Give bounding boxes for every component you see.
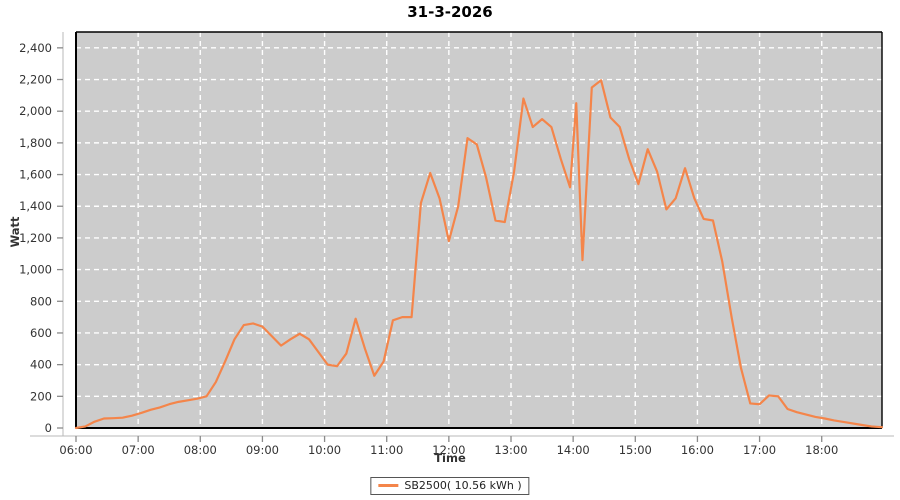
- x-axis-tick-label: 15:00: [619, 443, 652, 457]
- data-series-line: [74, 79, 884, 430]
- y-axis-tick-label: 0: [45, 421, 52, 435]
- chart-legend: SB2500( 10.56 kWh ): [370, 477, 530, 495]
- y-axis-tick-label: 1,400: [19, 199, 52, 213]
- x-axis-tick-label: 17:00: [743, 443, 776, 457]
- y-axis-tick-label: 2,000: [19, 104, 52, 118]
- y-axis-tick-label: 400: [30, 358, 52, 372]
- y-axis-tick-label: 1,600: [19, 168, 52, 182]
- x-axis-tick-label: 18:00: [805, 443, 838, 457]
- x-axis-tick-label: 06:00: [59, 443, 92, 457]
- x-axis-tick-label: 08:00: [184, 443, 217, 457]
- chart-title: 31-3-2026: [407, 3, 493, 21]
- x-axis-tick-label: 09:00: [246, 443, 279, 457]
- y-axis-tick-label: 1,200: [19, 231, 52, 245]
- legend-color-swatch: [378, 484, 399, 487]
- y-axis-tick-label: 1,000: [19, 263, 52, 277]
- y-axis-tick-label: 600: [30, 326, 52, 340]
- y-axis-tick-label: 1,800: [19, 136, 52, 150]
- x-axis-tick-label: 12:00: [432, 443, 465, 457]
- y-axis-tick-label: 200: [30, 389, 52, 403]
- x-axis-tick-label: 11:00: [370, 443, 403, 457]
- plot-background: [76, 32, 882, 428]
- x-axis-tick-label: 07:00: [122, 443, 155, 457]
- y-axis-tick-label: 2,200: [19, 73, 52, 87]
- y-axis-tick-label: 800: [30, 294, 52, 308]
- legend-entry-label: SB2500( 10.56 kWh ): [404, 479, 522, 492]
- x-axis-tick-label: 10:00: [308, 443, 341, 457]
- x-axis-tick-label: 14:00: [557, 443, 590, 457]
- x-axis-label: Time: [434, 451, 466, 465]
- y-axis-tick-label: 2,400: [19, 41, 52, 55]
- x-axis-tick-label: 16:00: [681, 443, 714, 457]
- x-axis-tick-label: 13:00: [494, 443, 527, 457]
